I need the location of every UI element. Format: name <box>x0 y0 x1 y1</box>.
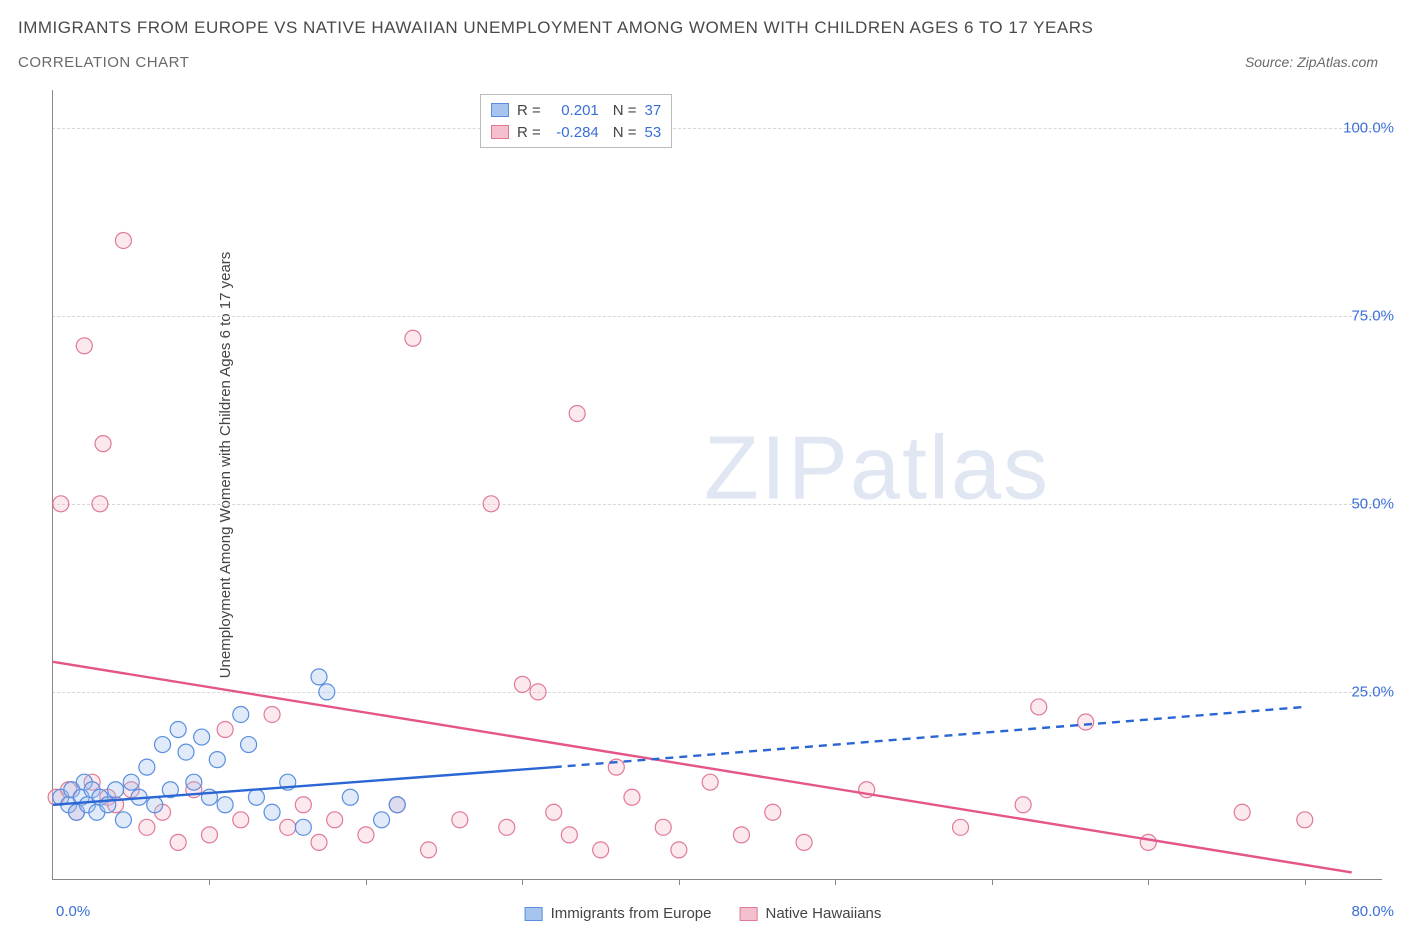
data-point <box>765 804 781 820</box>
data-point <box>561 827 577 843</box>
chart-svg <box>53 90 1382 879</box>
swatch-blue-icon <box>525 907 543 921</box>
data-point <box>374 812 390 828</box>
data-point <box>123 774 139 790</box>
legend: Immigrants from Europe Native Hawaiians <box>525 905 882 922</box>
x-origin-label: 0.0% <box>56 903 90 920</box>
stats-row-blue: R = 0.201 N = 37 <box>491 99 661 121</box>
plot-area: ZIPatlas <box>52 90 1382 880</box>
swatch-blue <box>491 103 509 117</box>
data-point <box>95 436 111 452</box>
data-point <box>358 827 374 843</box>
data-point <box>546 804 562 820</box>
data-point <box>342 789 358 805</box>
data-point <box>217 797 233 813</box>
data-point <box>389 797 405 813</box>
trend-line <box>554 707 1305 767</box>
x-tick-mark <box>366 879 367 885</box>
chart-title: IMMIGRANTS FROM EUROPE VS NATIVE HAWAIIA… <box>18 18 1093 38</box>
trend-line <box>53 662 1352 873</box>
stats-row-pink: R = -0.284 N = 53 <box>491 121 661 143</box>
data-point <box>421 842 437 858</box>
data-point <box>593 842 609 858</box>
data-point <box>115 812 131 828</box>
data-point <box>233 812 249 828</box>
data-point <box>76 338 92 354</box>
data-point <box>1234 804 1250 820</box>
swatch-pink-icon <box>740 907 758 921</box>
data-point <box>1297 812 1313 828</box>
data-point <box>452 812 468 828</box>
data-point <box>201 827 217 843</box>
x-end-label: 80.0% <box>1351 903 1394 920</box>
data-point <box>671 842 687 858</box>
data-point <box>514 676 530 692</box>
data-point <box>483 496 499 512</box>
data-point <box>186 774 202 790</box>
legend-item-pink: Native Hawaiians <box>740 905 882 922</box>
data-point <box>295 819 311 835</box>
x-tick-mark <box>522 879 523 885</box>
x-tick-mark <box>209 879 210 885</box>
data-point <box>405 330 421 346</box>
data-point <box>499 819 515 835</box>
data-point <box>178 744 194 760</box>
data-point <box>139 759 155 775</box>
data-point <box>147 797 163 813</box>
data-point <box>311 834 327 850</box>
data-point <box>327 812 343 828</box>
data-point <box>624 789 640 805</box>
correlation-stats-box: R = 0.201 N = 37 R = -0.284 N = 53 <box>480 94 672 148</box>
data-point <box>233 706 249 722</box>
data-point <box>311 669 327 685</box>
data-point <box>295 797 311 813</box>
data-point <box>280 819 296 835</box>
data-point <box>530 684 546 700</box>
data-point <box>319 684 335 700</box>
data-point <box>1140 834 1156 850</box>
x-tick-mark <box>1148 879 1149 885</box>
data-point <box>1015 797 1031 813</box>
data-point <box>92 496 108 512</box>
data-point <box>264 804 280 820</box>
source-label: Source: ZipAtlas.com <box>1245 54 1378 70</box>
data-point <box>170 722 186 738</box>
x-tick-mark <box>1305 879 1306 885</box>
data-point <box>264 706 280 722</box>
data-point <box>569 406 585 422</box>
chart-subtitle: CORRELATION CHART <box>18 54 189 71</box>
data-point <box>953 819 969 835</box>
data-point <box>139 819 155 835</box>
data-point <box>241 737 257 753</box>
data-point <box>1031 699 1047 715</box>
data-point <box>53 496 69 512</box>
data-point <box>108 782 124 798</box>
data-point <box>209 752 225 768</box>
data-point <box>796 834 812 850</box>
data-point <box>194 729 210 745</box>
data-point <box>248 789 264 805</box>
data-point <box>702 774 718 790</box>
swatch-pink <box>491 125 509 139</box>
data-point <box>155 737 171 753</box>
data-point <box>170 834 186 850</box>
x-tick-mark <box>835 879 836 885</box>
x-tick-mark <box>679 879 680 885</box>
legend-item-blue: Immigrants from Europe <box>525 905 712 922</box>
data-point <box>733 827 749 843</box>
data-point <box>217 722 233 738</box>
x-tick-mark <box>992 879 993 885</box>
data-point <box>655 819 671 835</box>
data-point <box>115 232 131 248</box>
data-point <box>1078 714 1094 730</box>
